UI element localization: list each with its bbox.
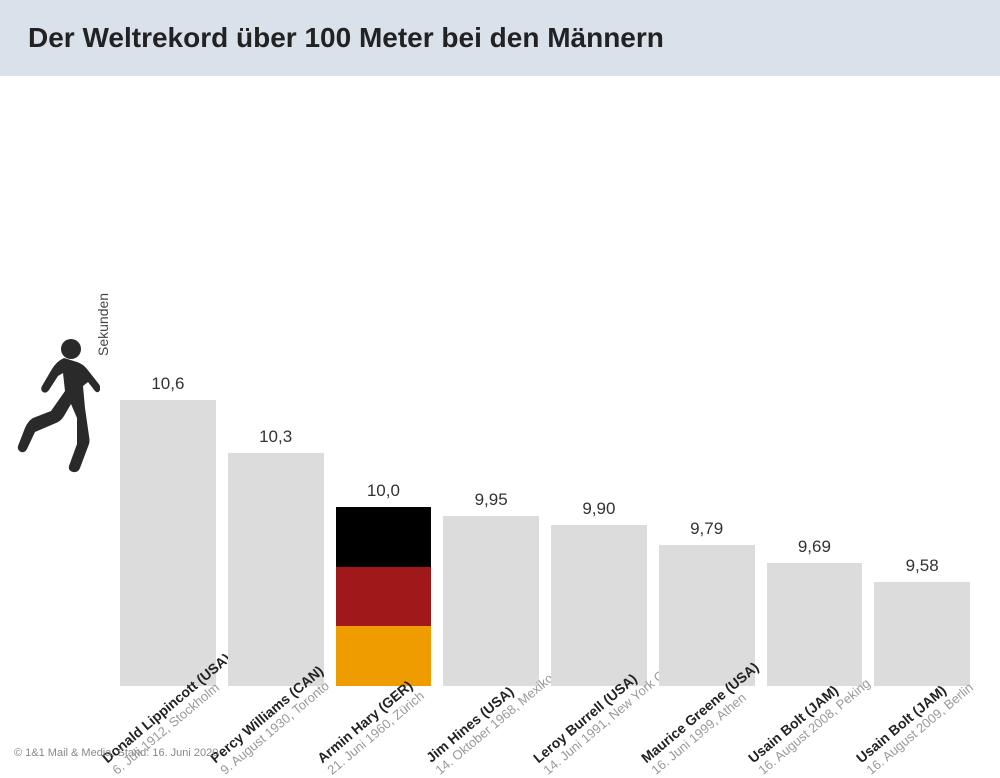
bar [659,545,755,686]
bar-col: 9,69Usain Bolt (JAM)16. August 2008, Pek… [767,537,863,686]
bar [228,453,324,686]
bar-col: 9,58Usain Bolt (JAM)16. August 2009, Ber… [874,556,970,686]
bar-col: 10,6Donald Lippincott (USA)6. Juli 1912,… [120,374,216,686]
bar-value-label: 10,0 [367,481,400,501]
y-axis-label: Sekunden [95,293,111,356]
bar [551,525,647,686]
bar-value-label: 10,6 [151,374,184,394]
bar-col: 9,90Leroy Burrell (USA)14. Juni 1991, Ne… [551,499,647,686]
bar-highlight [336,507,432,686]
bar-value-label: 9,58 [906,556,939,576]
header: Der Weltrekord über 100 Meter bei den Mä… [0,0,1000,76]
bar [120,400,216,686]
bar-value-label: 10,3 [259,427,292,447]
bar-col: 9,79Maurice Greene (USA)16. Juni 1999, A… [659,519,755,686]
footer-credit: © 1&1 Mail & Media, Stand: 16. Juni 2020 [14,747,218,759]
runner-icon [15,336,100,481]
bar-col: 9,95Jim Hines (USA)14. Oktober 1968, Mex… [443,490,539,686]
bar-value-label: 9,79 [690,519,723,539]
flag-stripe [336,567,432,627]
bar-value-label: 9,90 [582,499,615,519]
bars-container: 10,6Donald Lippincott (USA)6. Juli 1912,… [120,116,970,686]
page-title: Der Weltrekord über 100 Meter bei den Mä… [28,22,972,54]
bar-col: 10,0Armin Hary (GER)21. Juni 1960, Züric… [336,481,432,686]
bar-value-label: 9,69 [798,537,831,557]
flag-stripe [336,507,432,567]
bar-value-label: 9,95 [475,490,508,510]
chart-area: Sekunden 10,6Donald Lippincott (USA)6. J… [0,76,1000,706]
bar-col: 10,3Percy Williams (CAN)9. August 1930, … [228,427,324,686]
bar [443,516,539,686]
